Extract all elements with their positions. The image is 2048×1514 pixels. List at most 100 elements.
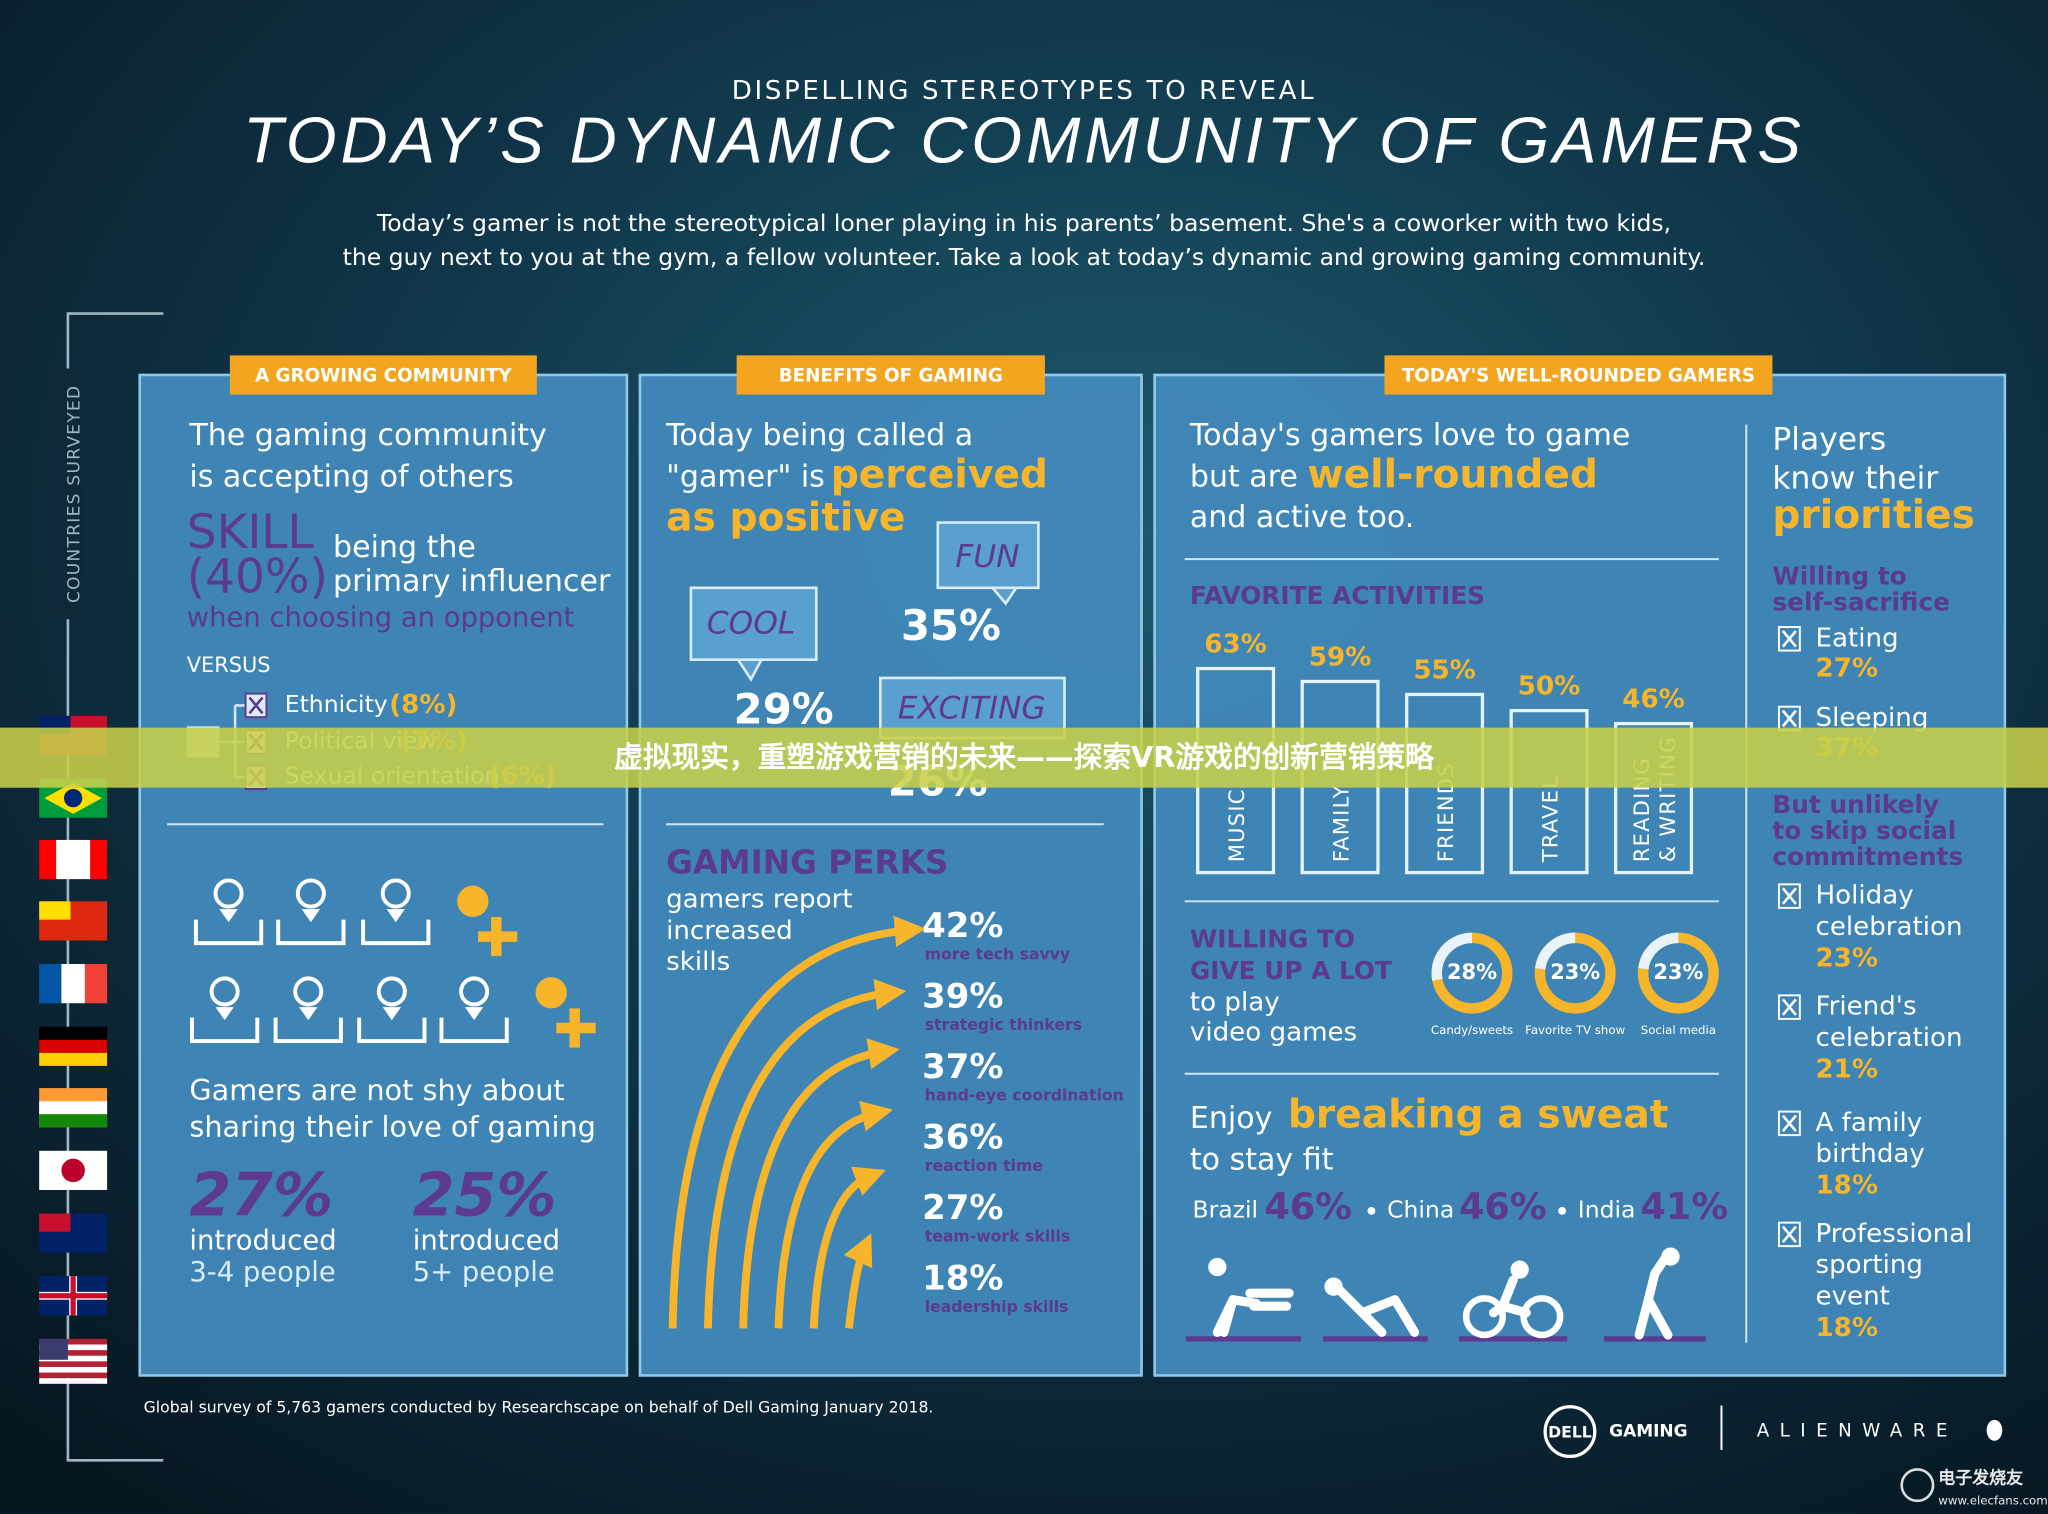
watermark: 电子发烧友 (1938, 1468, 2023, 1489)
check-box (1777, 626, 1801, 652)
priority-value: 18% (1816, 1313, 1879, 1343)
perk-value: 36% (922, 1118, 1003, 1158)
person-base (273, 1017, 343, 1044)
skill-value: (40%) (187, 550, 328, 605)
activity-bar (1509, 708, 1589, 875)
perks-title: GAMING PERKS (666, 844, 948, 882)
person-base (276, 919, 346, 946)
alien-head (1986, 1419, 2003, 1441)
activity-value: 63% (1204, 630, 1267, 660)
perk-label: team-work skills (925, 1227, 1070, 1246)
priority-label: Friend's (1816, 992, 1917, 1022)
stat-label: introduced (413, 1226, 560, 1257)
perks-text: increased (666, 916, 793, 946)
person-head (380, 878, 411, 909)
activities-title: FAVORITE ACTIVITIES (1190, 581, 1485, 610)
priority-label: Holiday (1816, 881, 1914, 911)
donut-label: Social media (1641, 1023, 1716, 1037)
fit-text: to stay fit (1190, 1143, 1334, 1178)
donut-value: 23% (1653, 960, 1703, 984)
person-add (535, 977, 567, 1009)
give-up-title: WILLING TO (1190, 925, 1355, 954)
stat-detail: 3-4 people (189, 1257, 335, 1288)
perk-arrow (704, 978, 907, 1329)
stat-value: 27% (189, 1161, 333, 1231)
word-label: EXCITING (898, 690, 1046, 726)
word-bubble (936, 521, 1040, 606)
person-pin (382, 1007, 401, 1021)
banner-text: 虚拟现实，重塑游戏营销的未来——探索VR游戏的创新营销策略 (614, 740, 1435, 774)
panel-tab (736, 355, 1045, 395)
donut-segment (1535, 932, 1576, 970)
priority-label: birthday (1816, 1139, 1925, 1169)
banner (0, 727, 2048, 788)
sharing: sharing their love of gaming (189, 1110, 596, 1144)
check-box (1777, 883, 1801, 909)
side-bracket (66, 312, 164, 1462)
flag (39, 964, 108, 1004)
country-value: 46% (1459, 1185, 1547, 1228)
flag (39, 901, 108, 941)
factor-label: Ethnicity (285, 690, 388, 718)
highlight: breaking a sweat (1288, 1092, 1669, 1137)
person-plus (556, 1008, 596, 1048)
skill: SKILL (187, 505, 314, 560)
perk-value: 42% (922, 906, 1003, 946)
perk-label: hand-eye coordination (925, 1085, 1124, 1104)
priority-label: celebration (1816, 1023, 1963, 1053)
person-head (459, 976, 490, 1007)
word-value: 35% (901, 601, 1001, 650)
activity-label: MUSIC (1225, 788, 1249, 862)
country-value: 41% (1640, 1185, 1728, 1228)
activity-value: 55% (1413, 655, 1476, 685)
donut-segment (1638, 932, 1679, 970)
donut-value: 28% (1447, 960, 1497, 984)
check-x (1781, 1225, 1797, 1244)
title: TODAY’S DYNAMIC COMMUNITY OF GAMERS (243, 103, 1805, 176)
perk-arrow (668, 915, 926, 1329)
priorities-subtitle: But unlikely (1772, 790, 1939, 819)
flag (39, 1088, 108, 1128)
side-label: COUNTRIES SURVEYED (64, 385, 84, 603)
activity-bar (1614, 721, 1694, 875)
check-box (1777, 1221, 1801, 1248)
perk-value: 18% (922, 1259, 1003, 1299)
flag (39, 839, 108, 880)
person-base (439, 1017, 509, 1044)
word-bubble (689, 586, 818, 682)
priority-label: Professional (1816, 1219, 1973, 1249)
check-x (1781, 630, 1797, 648)
heading: Today being called a (665, 418, 973, 453)
activity-value: 50% (1518, 672, 1581, 702)
versus: VERSUS (187, 653, 271, 677)
check-x (1781, 887, 1797, 905)
watermark: www.elecfans.com (1938, 1493, 2047, 1507)
fit-text: Enjoy (1190, 1101, 1273, 1136)
kicker: DISPELLING STEREOTYPES TO REVEAL (732, 76, 1317, 106)
country: China (1387, 1195, 1454, 1223)
brand: GAMING (1609, 1422, 1687, 1442)
perks-text: gamers report (666, 885, 852, 915)
activity-value: 59% (1309, 642, 1372, 672)
sport-head (1324, 1277, 1343, 1296)
heading: Today's gamers love to game (1189, 418, 1630, 453)
person-base (361, 919, 431, 946)
highlight: as positive (666, 495, 905, 540)
person-pin (386, 909, 405, 923)
country: Brazil (1192, 1195, 1258, 1223)
person-pin (464, 1007, 484, 1021)
check-x (248, 696, 264, 715)
give-up-text: video games (1190, 1018, 1357, 1048)
give-up-text: to play (1190, 988, 1280, 1018)
heading: "gamer" is (666, 460, 825, 495)
footnote: Global survey of 5,763 gamers conducted … (144, 1398, 934, 1417)
priority-label: sporting (1816, 1250, 1924, 1280)
priorities-heading: Players (1772, 421, 1886, 457)
bullet (1367, 1206, 1376, 1215)
panel-tab-label: BENEFITS OF GAMING (779, 365, 1003, 386)
perk-arrow (739, 1038, 900, 1329)
priorities-subtitle: to skip social (1772, 816, 1956, 845)
bullet (1558, 1206, 1567, 1215)
activity-value: 46% (1622, 685, 1685, 715)
word-label: FUN (955, 539, 1019, 575)
